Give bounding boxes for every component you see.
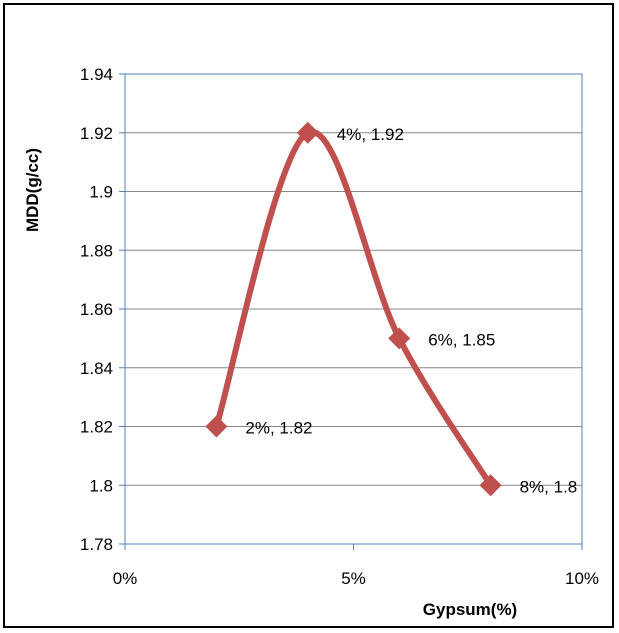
y-tick-label: 1.82 [80,418,113,437]
y-tick-label: 1.86 [80,300,113,319]
y-tick-label: 1.88 [80,241,113,260]
y-axis-title: MDD(g/cc) [23,148,42,232]
y-tick-label: 1.9 [89,183,113,202]
data-point-marker [388,327,411,350]
y-axis-ticks: 1.78 1.8 1.82 1.84 1.86 1.88 1.9 1.92 1.94 [80,65,125,554]
data-point-label: 6%, 1.85 [428,330,495,349]
y-tick-label: 1.78 [80,535,113,554]
data-markers [205,121,502,497]
x-tick-label: 5% [341,569,366,588]
data-point-label: 8%, 1.8 [520,477,578,496]
y-tick-label: 1.94 [80,65,113,84]
data-point-marker [205,415,228,438]
gridlines [125,73,582,486]
data-point-marker [296,121,319,144]
y-tick-label: 1.8 [89,476,113,495]
data-point-marker [479,474,502,497]
x-tick-label: 0% [113,569,138,588]
x-axis-ticks: 0% 5% 10% [113,544,599,588]
mdd-series-line [213,128,494,489]
data-point-label: 2%, 1.82 [245,419,312,438]
chart-frame [3,3,614,628]
data-point-label: 4%, 1.92 [337,125,404,144]
y-tick-label: 1.92 [80,124,113,143]
data-labels: 2%, 1.82 4%, 1.92 6%, 1.85 8%, 1.8 [245,125,577,497]
x-tick-label: 10% [565,569,599,588]
x-axis-title: Gypsum(%) [423,600,517,619]
y-tick-label: 1.84 [80,359,113,378]
